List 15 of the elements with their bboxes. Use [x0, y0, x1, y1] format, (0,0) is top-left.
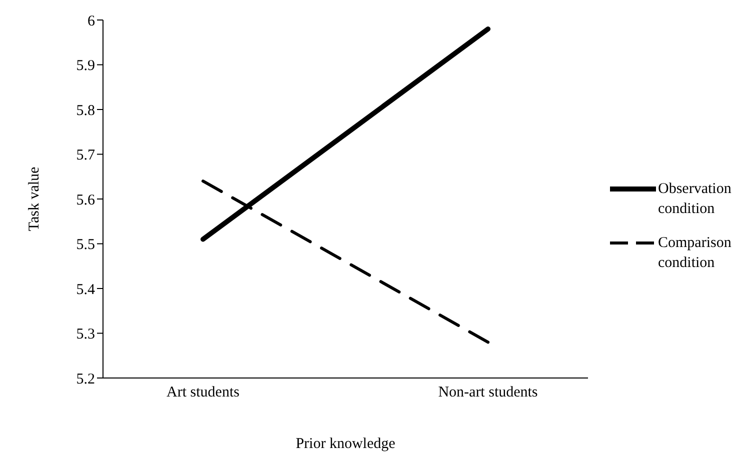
y-tick-label: 5.9	[76, 58, 95, 74]
y-tick-label: 5.7	[76, 148, 96, 164]
y-tick-label: 5.5	[76, 237, 95, 254]
x-tick-label: Art students	[166, 384, 240, 401]
y-tick-label: 5.3	[76, 326, 95, 343]
legend-label: Comparison condition	[658, 234, 732, 273]
y-tick-label: 5.8	[76, 102, 95, 119]
y-tick-label: 5.6	[76, 192, 96, 208]
y-axis-title: Task value	[26, 166, 42, 232]
legend-label: Observation condition	[658, 180, 732, 219]
y-tick-label: 5.2	[76, 371, 95, 388]
y-tick-label: 6	[88, 13, 96, 30]
y-tick-label: 5.4	[76, 282, 96, 298]
x-tick-label: Non-art students	[438, 384, 538, 401]
x-axis-title: Prior knowledge	[296, 436, 396, 452]
